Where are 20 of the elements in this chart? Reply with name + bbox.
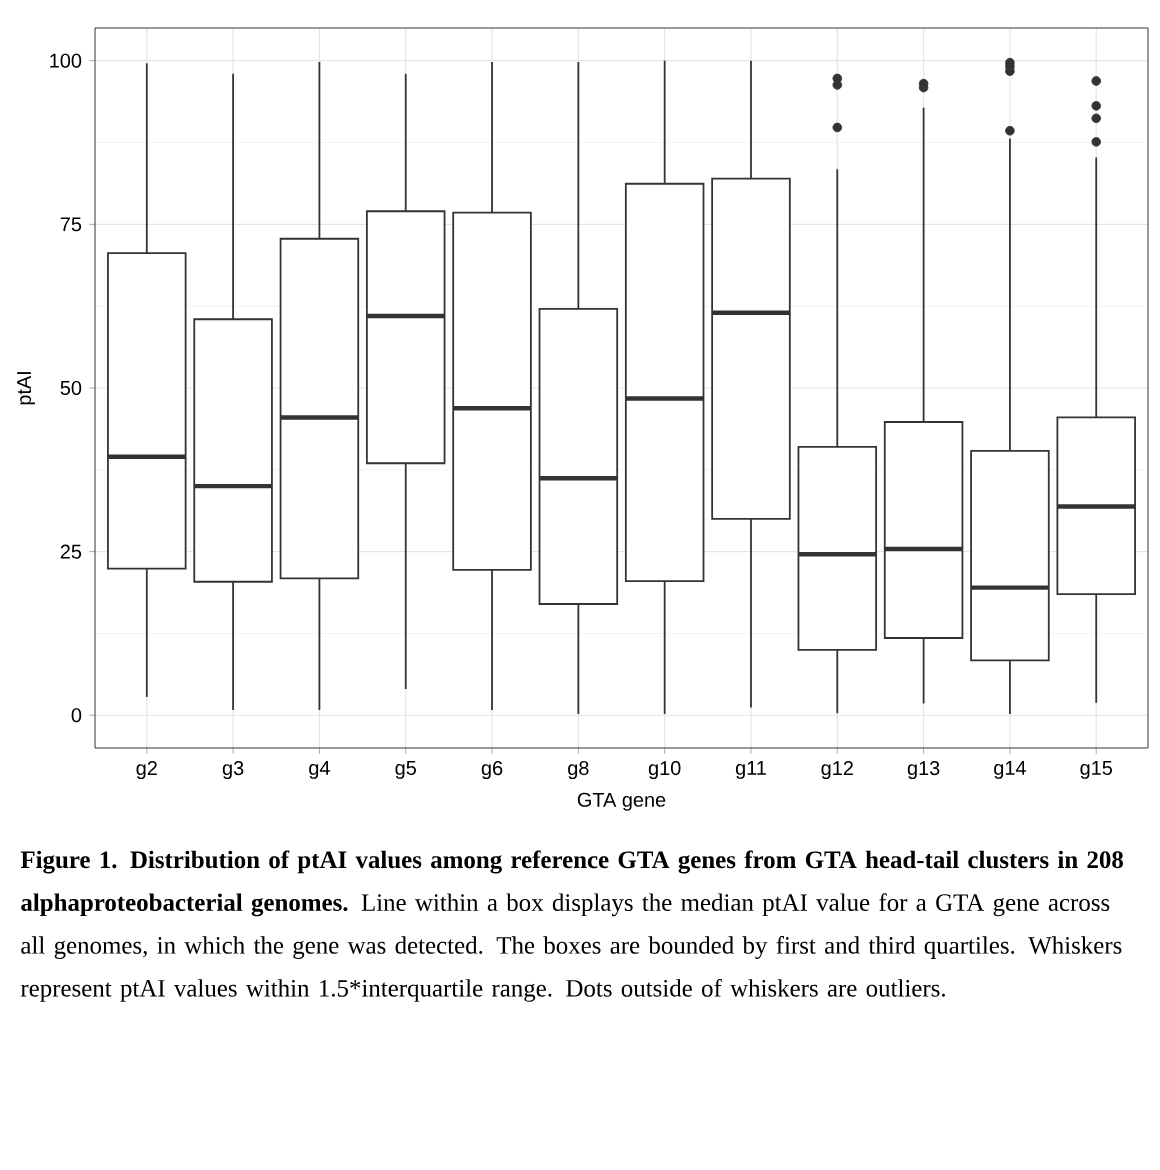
x-tick-label: g5 xyxy=(395,761,416,779)
x-tick-label: g8 xyxy=(568,761,589,780)
x-tick-label: g15 xyxy=(1080,761,1113,779)
text: Figure 1. Distribution of ptAI values among reference GTA genes from GTA head-tail clusters in 208 alphaproteobacterial genomes. Line within a box displays the median ptAI value for a GTA gene across all genomes, in which the gene was detected. The boxes are bounded by first and third quartiles. Whiskers represent ptAI values within 1.5*interquartile range. Dots outside of whiskers are outliers. xyxy=(20,850,1124,1002)
x-tick-label: g3 xyxy=(222,761,244,780)
x-tick-label: g13 xyxy=(907,761,940,780)
y-tick-label: 100 xyxy=(50,53,82,68)
x-tick-label: g2 xyxy=(136,761,157,780)
x-tick-label: g14 xyxy=(994,761,1026,779)
x-tick-label: g11 xyxy=(735,761,766,779)
y-tick-label: 0 xyxy=(71,708,82,723)
x-tick-label: g4 xyxy=(309,761,330,779)
x-axis-title: GTA gene xyxy=(577,792,666,811)
x-tick-label: g6 xyxy=(481,761,503,780)
y-tick-label: 50 xyxy=(60,380,82,396)
y-tick-label: 25 xyxy=(60,544,82,559)
x-tick-label: g12 xyxy=(821,761,853,780)
y-tick-label: 75 xyxy=(60,217,82,232)
x-tick-label: g10 xyxy=(648,761,681,780)
y-axis-title: ptAI xyxy=(17,372,36,405)
